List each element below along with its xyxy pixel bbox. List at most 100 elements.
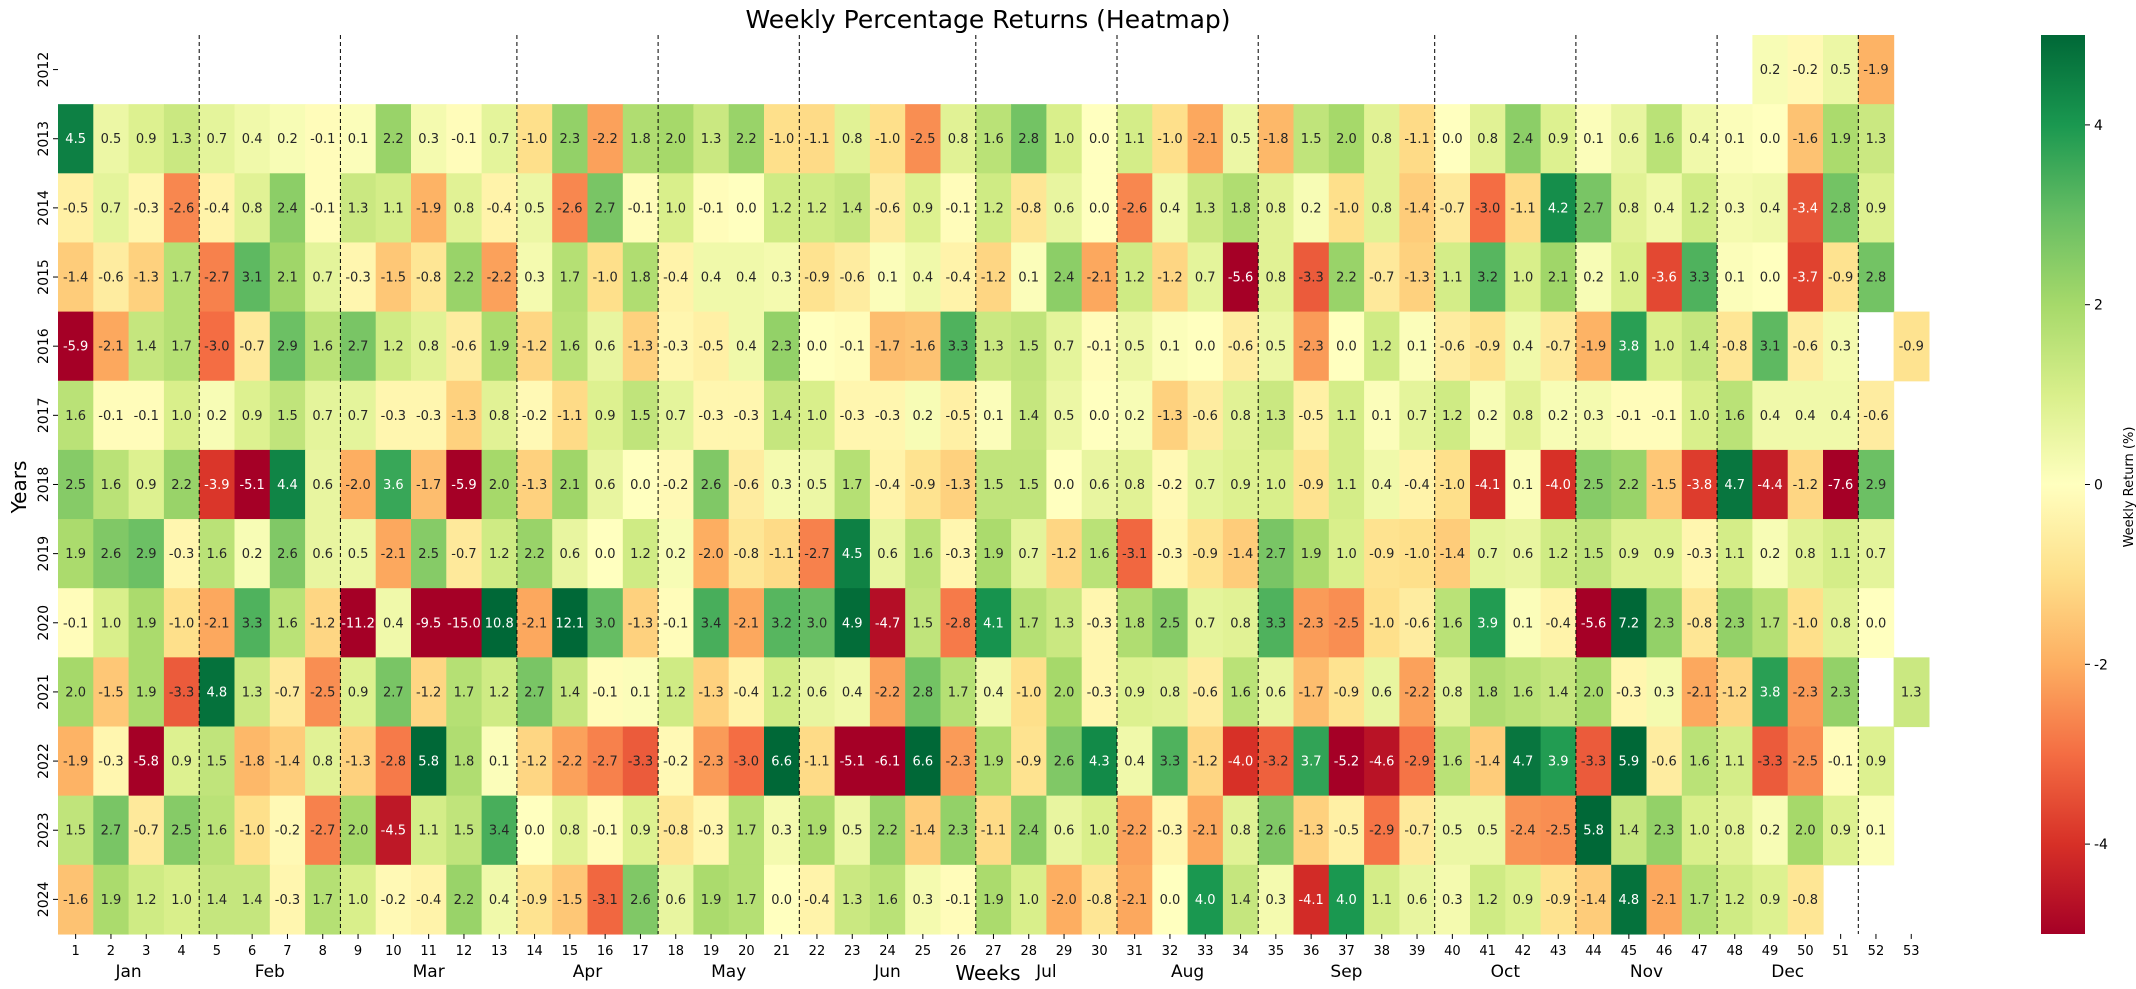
heatmap-cell (975, 657, 1012, 728)
heatmap-cell (1293, 449, 1330, 520)
heatmap-cell (940, 726, 977, 797)
cell-value-label: -0.6 (1863, 409, 1888, 424)
cell-value-label: 1.4 (1548, 685, 1569, 700)
cell-value-label: -0.1 (310, 132, 335, 147)
heatmap-cell (1011, 380, 1047, 451)
heatmap-cell (1505, 311, 1542, 382)
cell-value-label: -1.0 (522, 132, 547, 147)
heatmap-cell (481, 519, 518, 589)
heatmap-cell (269, 173, 306, 244)
heatmap-cell (1399, 588, 1436, 658)
cell-value-label: 0.5 (101, 132, 122, 147)
heatmap-cell (1364, 380, 1400, 451)
x-tick-label: 18 (667, 944, 684, 959)
cell-value-label: -3.0 (734, 755, 759, 770)
cell-value-label: 0.1 (1371, 409, 1392, 424)
cell-value-label: -0.4 (204, 201, 229, 216)
heatmap-cell (340, 104, 377, 174)
heatmap-cell (834, 864, 871, 935)
cell-value-label: 3.7 (1301, 755, 1322, 770)
heatmap-cell (1293, 657, 1330, 728)
heatmap-cell (1575, 242, 1612, 313)
cell-value-label: -1.2 (310, 616, 335, 631)
cell-value-label: 1.5 (1301, 132, 1322, 147)
x-tick-label: 24 (879, 944, 896, 959)
cell-value-label: -1.2 (981, 271, 1006, 286)
heatmap-cell (1787, 242, 1824, 313)
heatmap-cell (622, 657, 659, 728)
cell-value-label: 0.7 (665, 409, 686, 424)
heatmap-cell (1258, 242, 1295, 313)
heatmap-cells: 0.2 -0.2 0.5 -1.9 4.5 0.5 0.9 1.3 0.7 0.4 0.2 -0.1 0… (58, 35, 1930, 935)
heatmap-cell (1575, 795, 1612, 866)
x-tick-label: 2 (107, 944, 115, 959)
cell-value-label: 1.1 (1336, 478, 1357, 493)
cell-value-label: 2.9 (136, 547, 157, 562)
cell-value-label: 1.5 (277, 409, 298, 424)
cell-value-label: -0.1 (840, 340, 865, 355)
cell-value-label: -0.4 (734, 685, 759, 700)
heatmap-cell (940, 380, 977, 451)
cell-value-label: 1.4 (842, 201, 863, 216)
cell-value-label: 3.4 (489, 824, 510, 839)
cell-value-label: -1.3 (134, 271, 159, 286)
heatmap-cell (1258, 380, 1295, 451)
heatmap-cell (1222, 795, 1259, 866)
heatmap-cell (587, 104, 624, 174)
heatmap-cell (1575, 449, 1612, 520)
heatmap-cell (622, 104, 659, 174)
cell-value-label: 0.0 (1760, 271, 1781, 286)
cell-value-label: -0.3 (734, 409, 759, 424)
cell-value-label: 2.5 (65, 478, 86, 493)
heatmap-cell (728, 795, 765, 866)
heatmap-cell (905, 864, 942, 935)
cell-value-label: 0.0 (1442, 132, 1463, 147)
heatmap-cell (1011, 104, 1047, 174)
y-tick-label: 2016 (36, 328, 52, 364)
x-tick-label: 48 (1726, 944, 1743, 959)
heatmap-cell (975, 795, 1012, 866)
heatmap-cell (940, 588, 977, 658)
heatmap-cell (128, 242, 165, 313)
heatmap-cell (1258, 104, 1295, 174)
heatmap-cell (516, 795, 553, 866)
cell-value-label: 0.4 (736, 271, 757, 286)
heatmap-cell (481, 173, 518, 244)
cell-value-label: 0.9 (1619, 547, 1640, 562)
heatmap-cell (1858, 588, 1895, 658)
heatmap-cell (1187, 173, 1224, 244)
cell-value-label: -3.4 (1793, 201, 1818, 216)
heatmap-cell (58, 588, 94, 658)
cell-value-label: 1.0 (171, 893, 192, 908)
heatmap-cell (975, 311, 1012, 382)
cell-value-label: 1.1 (1371, 893, 1392, 908)
cell-value-label: 2.6 (1054, 755, 1075, 770)
heatmap-cell (516, 657, 553, 728)
heatmap-cell (1646, 173, 1683, 244)
heatmap-cell (340, 795, 377, 866)
cell-value-label: -0.9 (1193, 547, 1218, 562)
heatmap-cell (446, 519, 483, 589)
heatmap-cell (1611, 657, 1648, 728)
cell-value-label: 3.0 (595, 616, 616, 631)
heatmap-cell (1540, 380, 1577, 451)
heatmap-cell (1681, 449, 1718, 520)
heatmap-cell (1470, 726, 1506, 797)
heatmap-cell (481, 657, 518, 728)
heatmap-cell (446, 795, 483, 866)
heatmap-cell (869, 104, 906, 174)
cell-value-label: -1.5 (98, 685, 123, 700)
heatmap-cell (163, 242, 200, 313)
heatmap-cell (199, 864, 236, 935)
cell-value-label: 0.8 (1230, 824, 1251, 839)
heatmap-cell (552, 242, 589, 313)
heatmap-cell (1787, 173, 1824, 244)
cell-value-label: -0.1 (592, 824, 617, 839)
heatmap-cell (1646, 104, 1683, 174)
heatmap-cell (1505, 864, 1542, 935)
heatmap-cell (1505, 449, 1542, 520)
cell-value-label: -1.3 (628, 616, 653, 631)
heatmap-cell (622, 380, 659, 451)
cell-value-label: 0.3 (771, 271, 792, 286)
cell-value-label: 1.2 (807, 201, 828, 216)
